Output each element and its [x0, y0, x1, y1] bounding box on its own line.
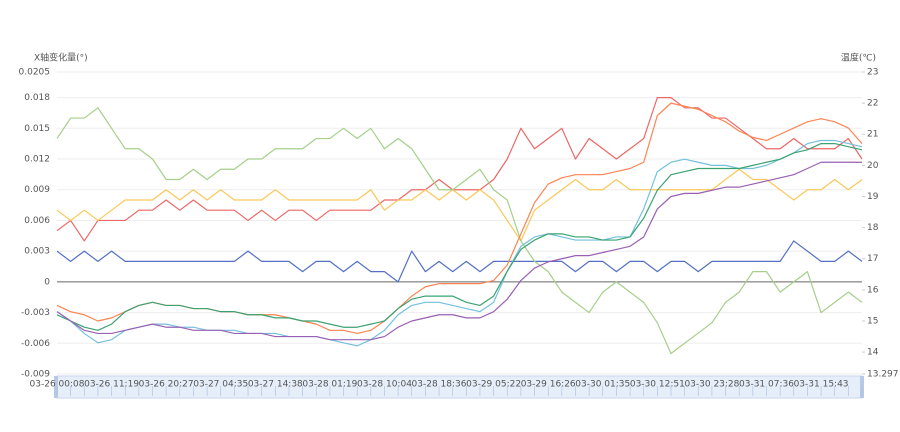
series-line [56, 139, 863, 347]
y2-tick-label: 15 [867, 316, 878, 326]
y2-tick-label: 23 [867, 68, 878, 78]
x-tick-label: 03-28 10:04 [357, 380, 412, 390]
series-line [56, 96, 863, 242]
y-axis-title: X轴变化量(°) [34, 52, 88, 64]
x-tick-label: 03-27 04:35 [193, 380, 248, 390]
y-tick-label: -0.003 [21, 308, 50, 318]
y2-tick-label: 21 [867, 130, 878, 140]
series-line [56, 240, 863, 283]
y-tick-label: 0.015 [24, 124, 50, 134]
y2-axis-title: 温度(℃) [841, 52, 876, 64]
y-tick-label: 0.018 [24, 93, 50, 103]
y-tick-label: 0 [44, 277, 50, 287]
x-tick-label: 03-28 01:19 [302, 380, 357, 390]
y2-tick-label: 13.297 [867, 370, 899, 380]
y-tick-label: 0.0205 [19, 68, 51, 78]
y2-tick-label: 22 [867, 99, 878, 109]
y2-tick-label: 14 [867, 348, 879, 358]
x-tick-label: 03-26 11:19 [84, 380, 139, 390]
y-tick-label: 0.012 [24, 155, 50, 165]
series-line [56, 107, 863, 355]
y-tick-label: -0.006 [21, 339, 50, 349]
x-tick-label: 03-31 07:36 [739, 380, 794, 390]
x-tick-label: 03-27 14:38 [248, 380, 303, 390]
x-tick-label: 03-26 00:08 [30, 380, 85, 390]
y2-tick-label: 19 [867, 192, 879, 202]
x-tick-label: 03-30 23:28 [684, 380, 739, 390]
x-tick-label: 03-30 12:51 [630, 380, 685, 390]
y2-tick-label: 17 [867, 254, 878, 264]
x-tick-label: 03-30 01:35 [575, 380, 630, 390]
y2-tick-label: 16 [867, 285, 879, 295]
x-tick-label: 03-31 15:43 [794, 380, 849, 390]
y-tick-label: 0.003 [24, 247, 50, 257]
y2-tick-label: 18 [867, 223, 879, 233]
series-line [56, 142, 863, 331]
series-line [56, 168, 863, 242]
y-tick-label: 0.006 [24, 216, 50, 226]
x-tick-label: 03-29 05:22 [466, 380, 521, 390]
y-tick-label: -0.009 [21, 370, 50, 380]
zoom-handle[interactable] [54, 376, 58, 398]
y2-tick-label: 20 [867, 161, 879, 171]
series-line [56, 161, 862, 341]
x-tick-label: 03-28 18:36 [412, 380, 467, 390]
x-tick-label: 03-29 16:26 [521, 380, 576, 390]
y-tick-label: 0.009 [24, 185, 50, 195]
x-tick-label: 03-26 20:27 [139, 380, 194, 390]
